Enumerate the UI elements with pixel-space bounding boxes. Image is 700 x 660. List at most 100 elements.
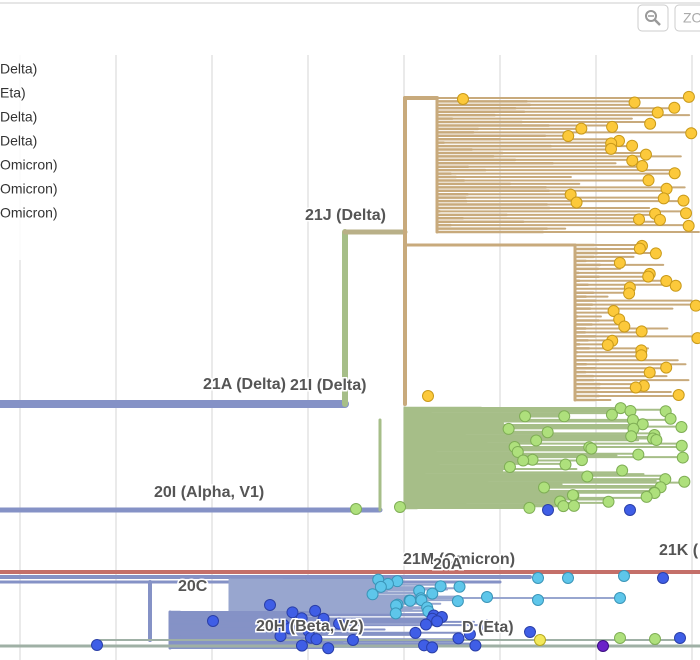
- tip: [310, 633, 323, 646]
- clade-label: 21J (Delta): [305, 207, 386, 224]
- tip: [530, 434, 543, 447]
- tip: [274, 630, 287, 643]
- tip: [524, 626, 536, 638]
- tip: [635, 325, 648, 338]
- tip: [651, 106, 664, 119]
- tip: [639, 148, 652, 161]
- tip: [657, 192, 670, 205]
- tip: [674, 632, 686, 644]
- tip: [317, 612, 330, 625]
- clade-label: 21I (Delta): [290, 377, 366, 394]
- tip: [633, 242, 646, 255]
- tip: [541, 426, 554, 439]
- tip: [660, 361, 673, 374]
- tip: [422, 390, 434, 402]
- tip: [633, 213, 646, 226]
- tip: [559, 458, 572, 471]
- tip: [451, 595, 464, 608]
- tip: [642, 270, 655, 283]
- tip: [286, 606, 299, 619]
- tip: [366, 588, 379, 601]
- clade-label: 21A (Delta): [203, 376, 286, 393]
- tip: [632, 448, 645, 461]
- tip: [453, 580, 466, 593]
- tip: [685, 127, 698, 140]
- tip: [597, 640, 609, 652]
- tip: [680, 207, 693, 220]
- tip: [606, 120, 619, 133]
- legend-item[interactable]: Delta): [0, 61, 37, 77]
- tip: [691, 332, 700, 345]
- tip: [660, 275, 673, 288]
- tip: [295, 639, 308, 652]
- tip: [575, 454, 588, 467]
- tip: [607, 304, 620, 317]
- tip: [624, 504, 636, 516]
- tip: [613, 256, 626, 269]
- tip: [426, 587, 439, 600]
- tip: [614, 632, 626, 644]
- tip: [635, 349, 648, 362]
- legend-bg: [0, 55, 70, 260]
- tip: [672, 388, 685, 401]
- legend-item[interactable]: Omicron): [0, 205, 58, 221]
- tip: [91, 639, 103, 651]
- tip: [481, 591, 493, 603]
- tip: [511, 445, 524, 458]
- tip: [626, 139, 639, 152]
- tip: [469, 639, 482, 652]
- tip: [678, 475, 691, 488]
- tip: [457, 93, 469, 105]
- tip: [657, 572, 669, 584]
- tip: [558, 410, 571, 423]
- tip: [644, 117, 657, 130]
- clade-label: 20A: [433, 556, 463, 573]
- tip: [605, 408, 618, 421]
- tip: [677, 194, 690, 207]
- clade-label: D (Eta): [462, 619, 514, 636]
- tip: [283, 622, 296, 635]
- tip: [668, 101, 681, 114]
- tip: [626, 154, 639, 167]
- tip: [628, 96, 641, 109]
- tip: [426, 641, 439, 654]
- tip: [682, 90, 695, 103]
- tip: [309, 604, 322, 617]
- tip: [618, 320, 631, 333]
- tip: [532, 572, 544, 584]
- legend-item[interactable]: Delta): [0, 109, 37, 125]
- tip: [503, 460, 516, 473]
- tip: [675, 420, 688, 433]
- tip: [618, 570, 630, 582]
- tip: [629, 381, 642, 394]
- zoom-button-label[interactable]: ZO: [683, 10, 700, 26]
- tip: [431, 615, 444, 628]
- tip: [682, 219, 695, 232]
- legend-item[interactable]: Delta): [0, 133, 37, 149]
- tip: [295, 612, 308, 625]
- tip: [264, 599, 276, 611]
- tip: [534, 634, 546, 646]
- legend-item[interactable]: Omicron): [0, 181, 58, 197]
- tip: [350, 503, 362, 515]
- legend-item[interactable]: Omicron): [0, 157, 58, 173]
- tip: [566, 489, 579, 502]
- legend-item[interactable]: Eta): [0, 85, 26, 101]
- tip: [581, 470, 594, 483]
- tip: [463, 628, 476, 641]
- tip: [649, 247, 662, 260]
- tip: [502, 422, 515, 435]
- tip: [394, 501, 406, 513]
- tip: [689, 299, 700, 312]
- tip: [640, 490, 653, 503]
- tip: [601, 338, 614, 351]
- tip: [623, 287, 636, 300]
- tip: [517, 454, 530, 467]
- zoom-button[interactable]: ZO: [674, 4, 700, 32]
- tip: [562, 572, 574, 584]
- tip: [664, 412, 677, 425]
- tip: [322, 642, 335, 655]
- zoom-in-button[interactable]: [637, 4, 669, 32]
- tip: [452, 632, 465, 645]
- tip: [668, 167, 681, 180]
